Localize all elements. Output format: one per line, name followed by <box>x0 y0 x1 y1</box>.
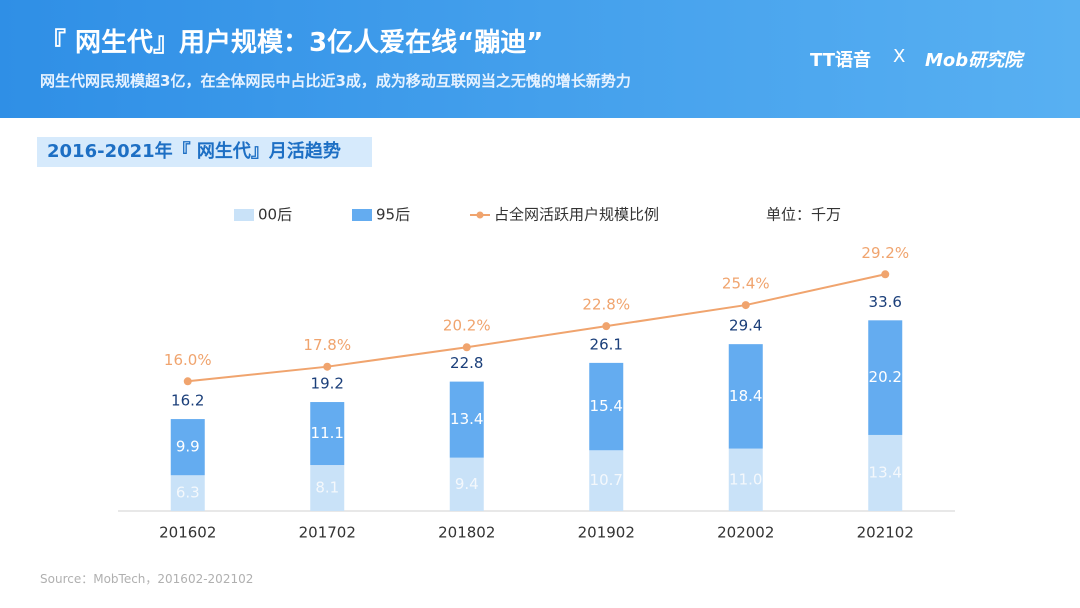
legend-label: 95后 <box>376 206 410 224</box>
section-label: 2016-2021年『 网生代』月活趋势 <box>37 137 372 167</box>
total-label: 26.1 <box>590 335 623 353</box>
value-label: 11.0 <box>729 470 762 488</box>
unit-note: 单位：千万 <box>766 206 841 224</box>
line-label: 22.8% <box>582 296 630 314</box>
value-label: 6.3 <box>176 484 200 502</box>
value-label: 11.1 <box>311 424 344 442</box>
bar-segment <box>589 450 624 511</box>
value-label: 10.7 <box>590 471 623 489</box>
total-label: 33.6 <box>869 293 902 311</box>
logo: Mob研究院 <box>925 50 1023 71</box>
total-label: 19.2 <box>311 375 344 393</box>
line-label: 16.0% <box>164 351 212 369</box>
value-label: 13.4 <box>869 463 902 481</box>
legend-swatch <box>352 209 372 221</box>
x-tick-label: 202002 <box>717 524 774 542</box>
bar-segment <box>868 320 903 435</box>
total-label: 16.2 <box>171 392 204 410</box>
value-label: 9.9 <box>176 438 200 456</box>
legend-label: 占全网活跃用户规模比例 <box>494 206 659 224</box>
value-label: 20.2 <box>869 368 902 386</box>
value-label: 15.4 <box>590 397 623 415</box>
line-point <box>183 377 192 386</box>
bar-segment <box>728 448 763 511</box>
logo: TT语音 <box>810 50 871 71</box>
bar-segment <box>310 465 345 511</box>
subtitle: 网生代网民规模超3亿，在全体网民中占比近3成，成为移动互联网当之无愧的增长新势力 <box>40 72 631 90</box>
total-label: 22.8 <box>450 354 483 372</box>
x-tick-label: 201702 <box>299 524 356 542</box>
value-label: 8.1 <box>315 479 339 497</box>
total-label: 29.4 <box>729 317 762 335</box>
value-label: 9.4 <box>455 475 479 493</box>
bar-segment <box>728 344 763 449</box>
line <box>187 273 886 383</box>
x-tick-label: 201602 <box>159 524 216 542</box>
legend-label: 00后 <box>258 206 292 224</box>
line-label: 25.4% <box>722 275 770 293</box>
line-point <box>462 343 471 352</box>
logo-separator: X <box>893 46 906 67</box>
bar-segment <box>170 419 205 476</box>
legend-marker <box>476 211 484 219</box>
header: 『 网生代』用户规模：3亿人爱在线“蹦迪” 网生代网民规模超3亿，在全体网民中占… <box>0 0 1080 118</box>
bar-segment <box>449 381 484 458</box>
bar-segment <box>310 402 345 466</box>
bar-segment <box>868 434 903 511</box>
x-tick-label: 201902 <box>578 524 635 542</box>
bar-segment <box>170 475 205 511</box>
line-label: 29.2% <box>861 244 909 262</box>
line-point <box>741 301 750 310</box>
value-label: 13.4 <box>450 410 483 428</box>
line-label: 20.2% <box>443 317 491 335</box>
x-tick-label: 201802 <box>438 524 495 542</box>
source: Source：MobTech，201602-202102 <box>40 572 254 586</box>
bar-segment <box>589 362 624 451</box>
line-point <box>602 322 611 331</box>
title: 『 网生代』用户规模：3亿人爱在线“蹦迪” <box>40 28 544 58</box>
line-label: 17.8% <box>303 336 351 354</box>
legend-swatch <box>234 209 254 221</box>
line-point <box>881 270 890 279</box>
line-point <box>323 362 332 371</box>
x-tick-label: 202102 <box>857 524 914 542</box>
bar-segment <box>449 457 484 511</box>
value-label: 18.4 <box>729 387 762 405</box>
